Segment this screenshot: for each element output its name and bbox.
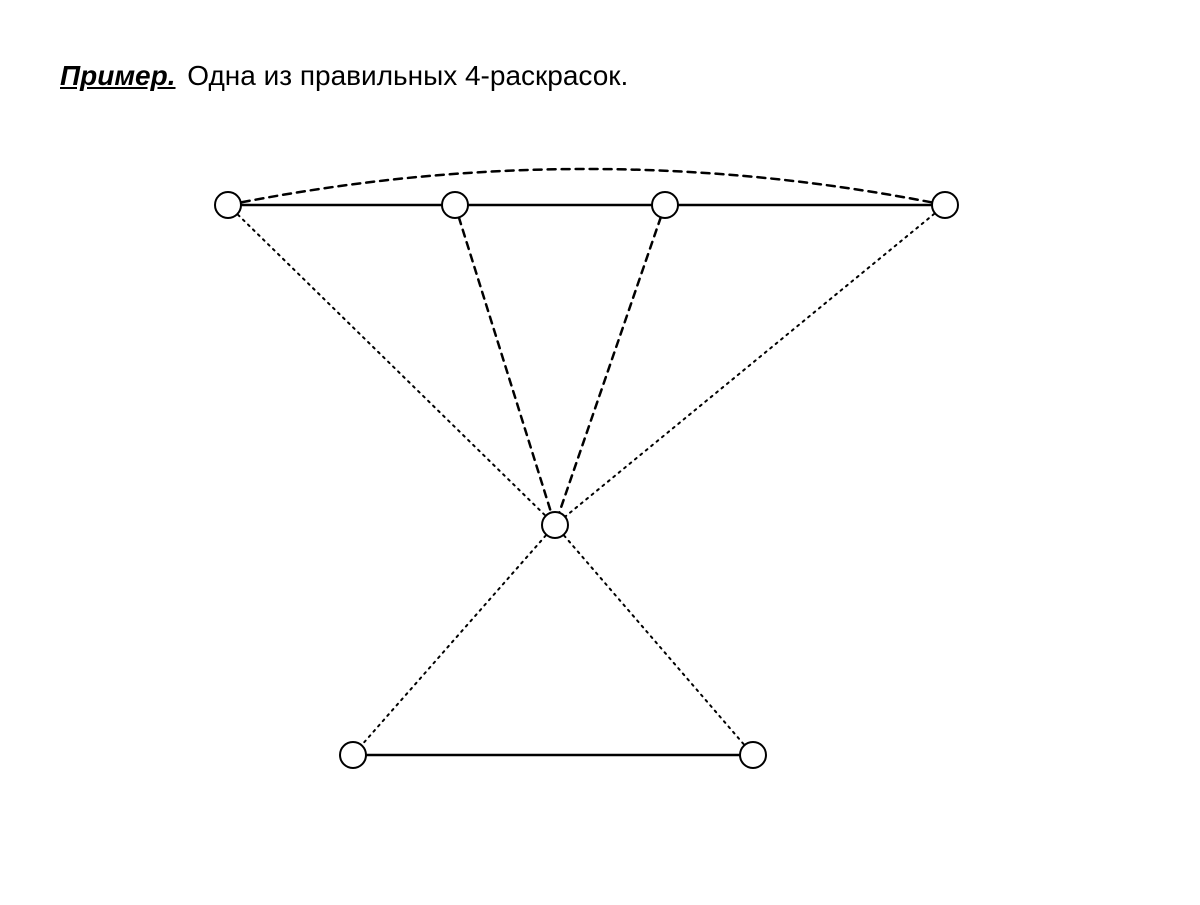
edge — [555, 205, 665, 525]
graph-node — [340, 742, 366, 768]
nodes-group — [215, 192, 958, 768]
graph-svg — [0, 0, 1200, 900]
graph-node — [652, 192, 678, 218]
graph-node — [740, 742, 766, 768]
graph-container — [0, 0, 1200, 900]
edge — [455, 205, 555, 525]
edge — [555, 525, 753, 755]
edge — [555, 205, 945, 525]
edge — [353, 525, 555, 755]
edge — [228, 169, 945, 205]
graph-node — [215, 192, 241, 218]
edge — [228, 205, 555, 525]
edges-group — [228, 169, 945, 755]
graph-node — [542, 512, 568, 538]
graph-node — [442, 192, 468, 218]
graph-node — [932, 192, 958, 218]
